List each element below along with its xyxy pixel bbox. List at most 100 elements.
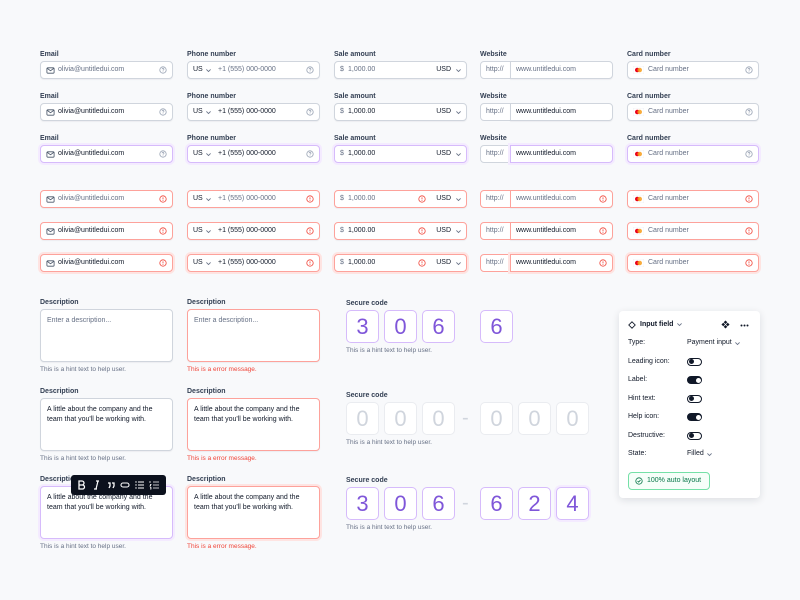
- toggle-switch[interactable]: [687, 376, 702, 384]
- amount-value: 1,000.00: [348, 66, 376, 73]
- email-value: olivia@untitledui.com: [58, 150, 125, 157]
- mastercard-icon-part: [632, 258, 645, 268]
- card-input[interactable]: Card number: [627, 222, 759, 240]
- amount-input[interactable]: $1,000.00 USD: [334, 254, 467, 272]
- amount-input[interactable]: $1,000.00 USD: [334, 61, 467, 79]
- amount-input[interactable]: $1,000.00 USD: [334, 145, 467, 163]
- card-input[interactable]: Card number: [627, 145, 759, 163]
- amount-input[interactable]: $1,000.00 USD: [334, 103, 467, 121]
- email-input[interactable]: olivia@untitledui.com: [40, 61, 173, 79]
- chevron-icon-part: [206, 110, 211, 114]
- help-icon: [306, 66, 314, 74]
- code-digit-box[interactable]: 0: [384, 310, 417, 343]
- alert-icon-part: [162, 232, 164, 234]
- alert-icon: [599, 195, 607, 203]
- description-textarea[interactable]: A little about the company and the team …: [187, 398, 320, 451]
- code-digit-box[interactable]: 0: [518, 402, 551, 435]
- email-input[interactable]: olivia@untitledui.com: [40, 190, 173, 208]
- code-digit-box[interactable]: 0: [480, 402, 513, 435]
- phone-input[interactable]: US +1 (555) 000-0000: [187, 190, 320, 208]
- toggle-switch[interactable]: [687, 357, 702, 366]
- url-prefix[interactable]: http://: [480, 222, 511, 240]
- help-icon-part: [159, 108, 167, 116]
- chevron-icon-part: [206, 229, 211, 233]
- card-input[interactable]: Card number: [627, 103, 759, 121]
- url-input[interactable]: www.untitledui.com: [510, 254, 613, 272]
- code-digit-box[interactable]: 6: [480, 310, 513, 343]
- component-set-icon-part: [721, 320, 730, 329]
- more-icon: [740, 323, 749, 327]
- code-digit-box[interactable]: 3: [346, 310, 379, 343]
- url-value: www.untitledui.com: [516, 195, 576, 202]
- description-textarea[interactable]: Enter a description...: [187, 309, 320, 362]
- help-icon-part: [161, 109, 165, 113]
- alert-icon-part: [162, 264, 164, 266]
- field-label: Card number: [627, 93, 671, 100]
- field-label: Phone number: [187, 135, 237, 142]
- description-textarea[interactable]: Enter a description...: [40, 309, 173, 362]
- amount-input[interactable]: $1,000.00 USD: [334, 222, 467, 240]
- code-digit: 2: [528, 491, 541, 516]
- phone-input[interactable]: US +1 (555) 000-0000: [187, 103, 320, 121]
- url-input[interactable]: www.untitledui.com: [510, 222, 613, 240]
- code-digit-box[interactable]: 0: [422, 402, 455, 435]
- help-icon-part: [161, 67, 165, 71]
- code-digit-box[interactable]: 3: [346, 487, 379, 520]
- url-input[interactable]: www.untitledui.com: [510, 190, 613, 208]
- alert-icon: [306, 195, 314, 203]
- email-value: olivia@untitledui.com: [58, 108, 125, 115]
- card-input[interactable]: Card number: [627, 190, 759, 208]
- url-prefix[interactable]: http://: [480, 254, 511, 272]
- url-input[interactable]: www.untitledui.com: [510, 145, 613, 163]
- email-input[interactable]: olivia@untitledui.com: [40, 222, 173, 240]
- email-input[interactable]: olivia@untitledui.com: [40, 254, 173, 272]
- chevron-icon-part: [456, 152, 461, 156]
- mail-icon-part: [46, 109, 55, 113]
- phone-input[interactable]: US +1 (555) 000-0000: [187, 222, 320, 240]
- field-label: Sale amount: [334, 51, 376, 58]
- phone-input[interactable]: US +1 (555) 000-0000: [187, 254, 320, 272]
- code-digit-box[interactable]: 6: [480, 487, 513, 520]
- card-input[interactable]: Card number: [627, 254, 759, 272]
- description-textarea[interactable]: A little about the company and the team …: [40, 398, 173, 451]
- toggle-switch[interactable]: [687, 431, 702, 440]
- phone-input[interactable]: US +1 (555) 000-0000: [187, 61, 320, 79]
- code-digit-box[interactable]: 2: [518, 487, 551, 520]
- url-prefix[interactable]: http://: [480, 103, 511, 121]
- phone-input[interactable]: US +1 (555) 000-0000: [187, 145, 320, 163]
- code-digit-box[interactable]: 0: [346, 402, 379, 435]
- code-digit-box[interactable]: 0: [384, 487, 417, 520]
- auto-layout-button[interactable]: 100% auto layout: [628, 472, 710, 490]
- code-digit-box[interactable]: 6: [422, 310, 455, 343]
- url-value: www.untitledui.com: [516, 259, 576, 266]
- toggle-switch[interactable]: [687, 413, 702, 421]
- mail-icon: [46, 150, 55, 159]
- url-prefix[interactable]: http://: [480, 145, 511, 163]
- card-placeholder: Card number: [648, 195, 689, 202]
- code-digit-box[interactable]: 4: [556, 487, 589, 520]
- url-input[interactable]: www.untitledui.com: [510, 103, 613, 121]
- chevron-icon-part: [677, 323, 682, 327]
- email-input[interactable]: olivia@untitledui.com: [40, 145, 173, 163]
- currency-code: USD: [436, 195, 451, 202]
- alert-icon-part: [418, 227, 426, 235]
- url-prefix[interactable]: http://: [480, 190, 511, 208]
- amount-input[interactable]: $1,000.00 USD: [334, 190, 467, 208]
- mastercard-icon: [632, 194, 645, 204]
- code-label: Secure code: [346, 392, 388, 399]
- description-textarea[interactable]: A little about the company and the team …: [187, 486, 320, 539]
- textarea-value: A little about the company and the team …: [47, 406, 153, 423]
- chevron-icon-part: [206, 110, 211, 114]
- code-digit-box[interactable]: 0: [556, 402, 589, 435]
- url-prefix-text: http://: [486, 195, 504, 202]
- card-input[interactable]: Card number: [627, 61, 759, 79]
- toggle-switch[interactable]: [687, 394, 702, 403]
- alert-icon: [599, 227, 607, 235]
- url-input[interactable]: www.untitledui.com: [510, 61, 613, 79]
- mastercard-icon: [632, 65, 645, 75]
- email-input[interactable]: olivia@untitledui.com: [40, 103, 173, 121]
- help-icon: [159, 108, 167, 116]
- code-digit-box[interactable]: 0: [384, 402, 417, 435]
- code-digit-box[interactable]: 6: [422, 487, 455, 520]
- url-prefix[interactable]: http://: [480, 61, 511, 79]
